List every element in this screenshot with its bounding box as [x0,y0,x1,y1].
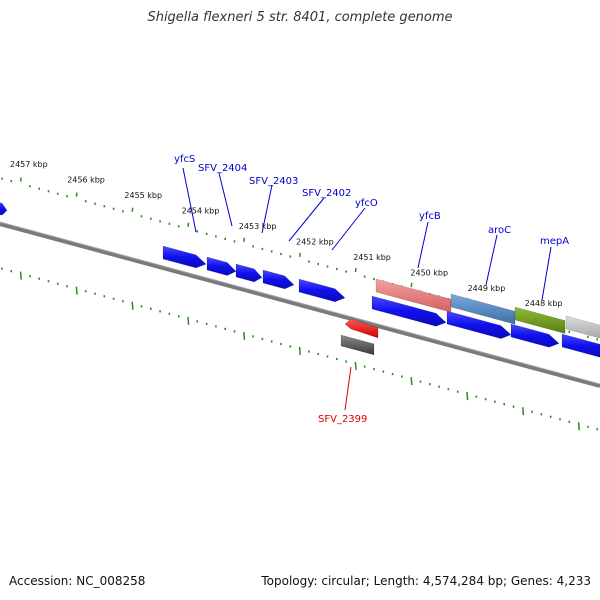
gene-arrow-SFV_2402[interactable] [262,269,295,290]
leader-line [331,207,366,251]
tick-mark-major [410,282,413,288]
gene-arrow-left-edge[interactable] [0,201,8,216]
tick-mark-major [243,237,246,242]
leader-line [485,234,498,286]
gene-label-yfcO: yfcO [355,198,378,209]
gene-label-SFV_2402: SFV_2402 [302,188,351,199]
feature-bar-silver[interactable] [565,315,600,340]
leader-line [218,172,233,227]
genome-backbone-highlight [0,221,600,385]
leader-line [261,184,273,234]
kbp-label: 2455 kbp [124,191,162,200]
tick-mark-major [187,316,190,325]
gene-arrow-yfcS[interactable] [162,245,207,269]
genome-title: Shigella flexneri 5 str. 8401, complete … [147,10,453,25]
gene-label-SFV_2399: SFV_2399 [318,414,367,425]
tick-mark-major [75,192,78,197]
kbp-label: 2452 kbp [296,237,334,246]
tick-mark-major [298,252,301,258]
gene-label-aroC: aroC [488,225,511,236]
feature-bar-steel[interactable] [450,293,516,325]
feature-bar-olive[interactable] [514,306,566,334]
leader-line [288,197,325,242]
tick-mark-major [354,267,357,273]
tick-mark-major [522,407,525,416]
gene-label-yfcB: yfcB [419,211,441,222]
accession-text: Accession: NC_008258 [9,574,146,588]
gene-label-yfcS: yfcS [174,154,195,165]
tick-mark-major [131,301,134,310]
gene-arrow-aroC[interactable] [446,310,512,339]
kbp-label: 2451 kbp [353,253,391,262]
gene-arrow-SFV_2404[interactable] [206,256,237,276]
tick-mark-major [466,392,469,401]
label-leader-lines [182,167,552,411]
lower-tick-ring [1,267,599,431]
tick-mark-major [187,222,190,227]
tick-mark-major [354,361,357,371]
gene-label-SFV_2404: SFV_2404 [198,163,247,174]
feature-bar-pink[interactable] [375,278,452,313]
kbp-scale-labels: 2457 kbp 2456 kbp 2455 kbp 2454 kbp 2453 kbp… [10,160,563,308]
gene-arrow-SFV_2403[interactable] [235,263,263,283]
gene-label-SFV_2403: SFV_2403 [249,176,298,187]
gene-arrow-right-edge[interactable] [561,333,600,358]
kbp-label: 2450 kbp [410,268,448,277]
tick-mark-major [19,271,22,280]
gene-label-mepA: mepA [540,236,569,247]
leader-line-SFV_2399 [344,366,352,411]
tick-mark-major [577,422,580,431]
genome-summary-text: Topology: circular; Length: 4,574,284 bp… [261,574,591,588]
tick-mark-major [298,346,301,355]
gene-arrow-yfcB[interactable] [371,295,447,327]
leader-line [182,167,197,233]
kbp-label: 2454 kbp [182,207,220,216]
tick-mark-major [75,286,78,295]
gene-arrow-SFV_2399[interactable] [344,318,379,339]
kbp-label: 2456 kbp [67,176,105,185]
tick-mark-major [19,177,22,182]
tick-mark-major [410,376,413,386]
kbp-label: 2449 kbp [468,284,506,293]
kbp-label: 2448 kbp [525,299,563,308]
gene-box-gray[interactable] [340,334,375,356]
leader-line [417,221,429,269]
leader-line [541,246,552,301]
tick-mark-major [243,331,246,340]
tick-mark-major [131,207,134,212]
kbp-label: 2453 kbp [239,222,277,231]
gene-arrow-yfcO[interactable] [298,278,346,302]
gene-arrow-mepA[interactable] [510,323,560,348]
genome-backbone [0,222,600,388]
kbp-label: 2457 kbp [10,160,48,169]
gene-features[interactable] [0,201,600,358]
